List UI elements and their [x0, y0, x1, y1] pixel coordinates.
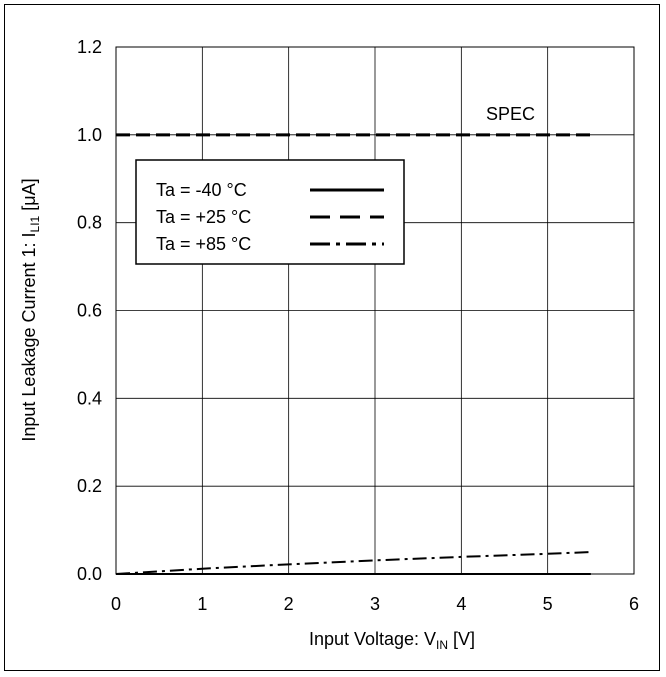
spec-annotation: SPEC	[486, 104, 535, 124]
y-tick-label: 1.2	[77, 37, 102, 57]
legend-label: Ta = -40 °C	[156, 180, 247, 200]
legend-label: Ta = +25 °C	[156, 207, 251, 227]
y-tick-labels: 0.0 0.2 0.4 0.6 0.8 1.0 1.2	[77, 37, 102, 584]
plot-area	[115, 46, 635, 575]
x-tick-label: 0	[111, 594, 121, 614]
y-tick-label: 0.4	[77, 388, 102, 408]
y-tick-label: 0.0	[77, 564, 102, 584]
legend-box	[135, 159, 405, 265]
legend: Ta = -40 °C Ta = +25 °C Ta = +85 °C	[135, 159, 405, 265]
chart-frame	[4, 4, 660, 671]
y-axis-title: Input Leakage Current 1: ILI1 [μA]	[19, 178, 42, 441]
legend-label: Ta = +85 °C	[156, 234, 251, 254]
x-tick-label: 2	[284, 594, 294, 614]
y-tick-label: 0.2	[77, 476, 102, 496]
y-tick-label: 0.6	[77, 301, 102, 321]
x-tick-labels: 0 1 2 3 4 5 6	[111, 594, 639, 614]
x-tick-label: 3	[370, 594, 380, 614]
x-tick-label: 5	[543, 594, 553, 614]
y-tick-label: 1.0	[77, 125, 102, 145]
x-axis-title: Input Voltage: VIN [V]	[309, 629, 475, 652]
x-tick-label: 6	[629, 594, 639, 614]
grid	[115, 46, 635, 575]
series-line-2	[115, 551, 591, 575]
x-tick-label: 1	[197, 594, 207, 614]
x-tick-label: 4	[456, 594, 466, 614]
y-tick-label: 0.8	[77, 213, 102, 233]
